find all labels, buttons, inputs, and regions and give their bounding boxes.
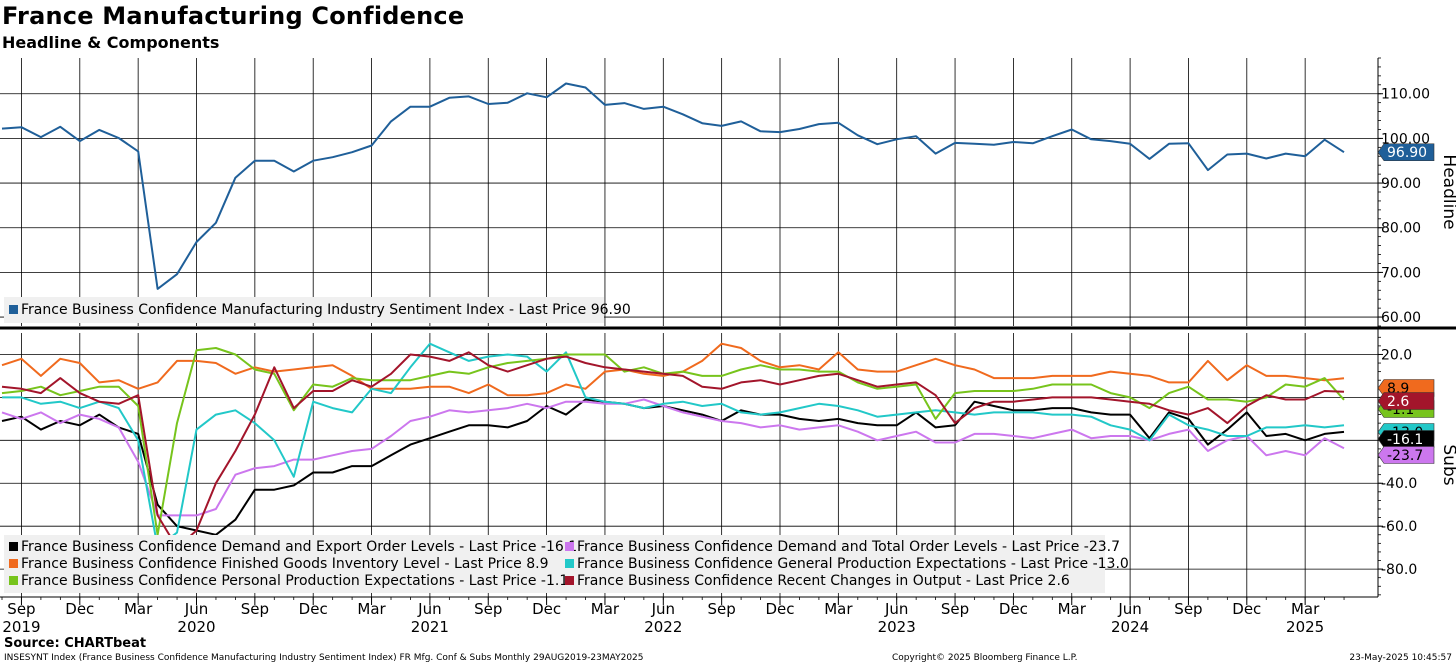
legend-layer: France Business Confidence Manufacturing… bbox=[4, 297, 1129, 593]
year-label-6: 2025 bbox=[1286, 618, 1324, 636]
xtick-label-1: Dec bbox=[65, 600, 94, 618]
legend-swatch-personal_production bbox=[9, 576, 18, 585]
xtick-label-13: Dec bbox=[765, 600, 794, 618]
year-label-5: 2024 bbox=[1111, 618, 1149, 636]
ytick-label-headline-panel-2: 80.00 bbox=[1381, 221, 1421, 237]
year-label-3: 2022 bbox=[644, 618, 682, 636]
ytick-label-headline-panel-3: 90.00 bbox=[1381, 176, 1421, 192]
label-layer: 96.90-1.18.92.6-13.0-16.1-23.7 bbox=[1377, 143, 1435, 464]
year-label-4: 2023 bbox=[878, 618, 916, 636]
ytick-label-headline-panel-0: 60.00 bbox=[1381, 310, 1421, 326]
legend-label-headline: France Business Confidence Manufacturing… bbox=[21, 302, 631, 318]
axis-title-headline-panel: Headline bbox=[1439, 154, 1456, 229]
source-note: Source: CHARTbeat bbox=[4, 636, 147, 651]
ytick-label-headline-panel-5: 110.00 bbox=[1381, 87, 1430, 103]
series-line-personal_production bbox=[1, 347, 1345, 536]
year-label-0: 2019 bbox=[2, 618, 40, 636]
xtick-label-15: Jun bbox=[884, 600, 908, 618]
chart-subtitle: Headline & Components bbox=[2, 33, 220, 52]
xtick-label-5: Dec bbox=[299, 600, 328, 618]
legend-label-demand_export: France Business Confidence Demand and Ex… bbox=[21, 539, 577, 555]
xtick-label-14: Mar bbox=[824, 600, 853, 618]
legend-swatch-general_production bbox=[565, 559, 574, 568]
footer-copyright: Copyright© 2025 Bloomberg Finance L.P. bbox=[892, 653, 1078, 663]
lines-layer bbox=[1, 82, 1345, 549]
last-tag-label-headline: 96.90 bbox=[1387, 145, 1427, 161]
xtick-label-8: Sep bbox=[474, 600, 502, 618]
legend-label-general_production: France Business Confidence General Produ… bbox=[577, 556, 1129, 572]
xtick-label-11: Jun bbox=[651, 600, 675, 618]
legend-swatch-demand_export bbox=[9, 542, 18, 551]
xtick-label-9: Dec bbox=[532, 600, 561, 618]
xtick-label-2: Mar bbox=[124, 600, 153, 618]
xtick-label-10: Mar bbox=[591, 600, 620, 618]
last-tag-demand_total bbox=[1377, 446, 1435, 464]
legend-box-subs bbox=[4, 535, 1105, 593]
xtick-label-17: Dec bbox=[999, 600, 1028, 618]
last-tag-label-demand_export: -16.1 bbox=[1387, 432, 1423, 448]
last-tag-label-recent_output: 2.6 bbox=[1387, 394, 1409, 410]
xtick-label-20: Sep bbox=[1174, 600, 1202, 618]
series-line-finished_goods bbox=[1, 342, 1345, 397]
xtick-label-16: Sep bbox=[941, 600, 969, 618]
axis-title-subs-panel: Subs bbox=[1439, 444, 1456, 485]
chart-title: France Manufacturing Confidence bbox=[2, 2, 465, 30]
legend-label-demand_total: France Business Confidence Demand and To… bbox=[577, 539, 1120, 555]
legend-swatch-finished_goods bbox=[9, 559, 18, 568]
ytick-label-subs-panel-1: -60.0 bbox=[1381, 519, 1417, 535]
xtick-label-21: Dec bbox=[1232, 600, 1261, 618]
legend-box-headline bbox=[4, 297, 604, 323]
xtick-label-4: Sep bbox=[241, 600, 269, 618]
legend-label-personal_production: France Business Confidence Personal Prod… bbox=[21, 573, 568, 589]
legend-swatch-recent_output bbox=[565, 576, 574, 585]
last-tag-label-demand_total: -23.7 bbox=[1387, 448, 1423, 464]
ytick-label-subs-panel-0: -80.0 bbox=[1381, 562, 1417, 578]
series-line-headline bbox=[1, 82, 1345, 290]
footer-left: INSESYNT Index (France Business Confiden… bbox=[4, 653, 644, 663]
legend-swatch-demand_total bbox=[565, 542, 574, 551]
ytick-label-subs-panel-5: 20.0 bbox=[1381, 347, 1412, 363]
xtick-label-6: Mar bbox=[357, 600, 386, 618]
xtick-label-19: Jun bbox=[1117, 600, 1141, 618]
xtick-label-18: Mar bbox=[1058, 600, 1087, 618]
legend-label-recent_output: France Business Confidence Recent Change… bbox=[577, 573, 1070, 589]
series-line-general_production bbox=[2, 342, 1345, 549]
ytick-label-headline-panel-4: 100.00 bbox=[1381, 131, 1430, 147]
footer-timestamp: 23-May-2025 10:45:57 bbox=[1349, 653, 1452, 663]
ytick-label-subs-panel-2: -40.0 bbox=[1381, 476, 1417, 492]
legend-swatch-headline bbox=[9, 305, 18, 314]
year-label-2: 2021 bbox=[411, 618, 449, 636]
ytick-label-headline-panel-1: 70.00 bbox=[1381, 265, 1421, 281]
series-line-demand_total bbox=[1, 398, 1345, 517]
xtick-label-0: Sep bbox=[7, 600, 35, 618]
xtick-label-3: Jun bbox=[184, 600, 208, 618]
last-tag-demand_export bbox=[1377, 430, 1435, 448]
legend-label-finished_goods: France Business Confidence Finished Good… bbox=[21, 556, 548, 572]
year-label-1: 2020 bbox=[177, 618, 215, 636]
last-tag-recent_output bbox=[1377, 392, 1435, 410]
axis-layer: 60.00 70.00 80.00 90.00 100.00 110.00 Headline… bbox=[0, 57, 1456, 636]
xtick-label-22: Mar bbox=[1291, 600, 1320, 618]
last-tag-headline bbox=[1377, 143, 1435, 162]
series-line-recent_output bbox=[1, 351, 1345, 549]
xtick-label-12: Sep bbox=[708, 600, 736, 618]
xtick-label-7: Jun bbox=[417, 600, 441, 618]
